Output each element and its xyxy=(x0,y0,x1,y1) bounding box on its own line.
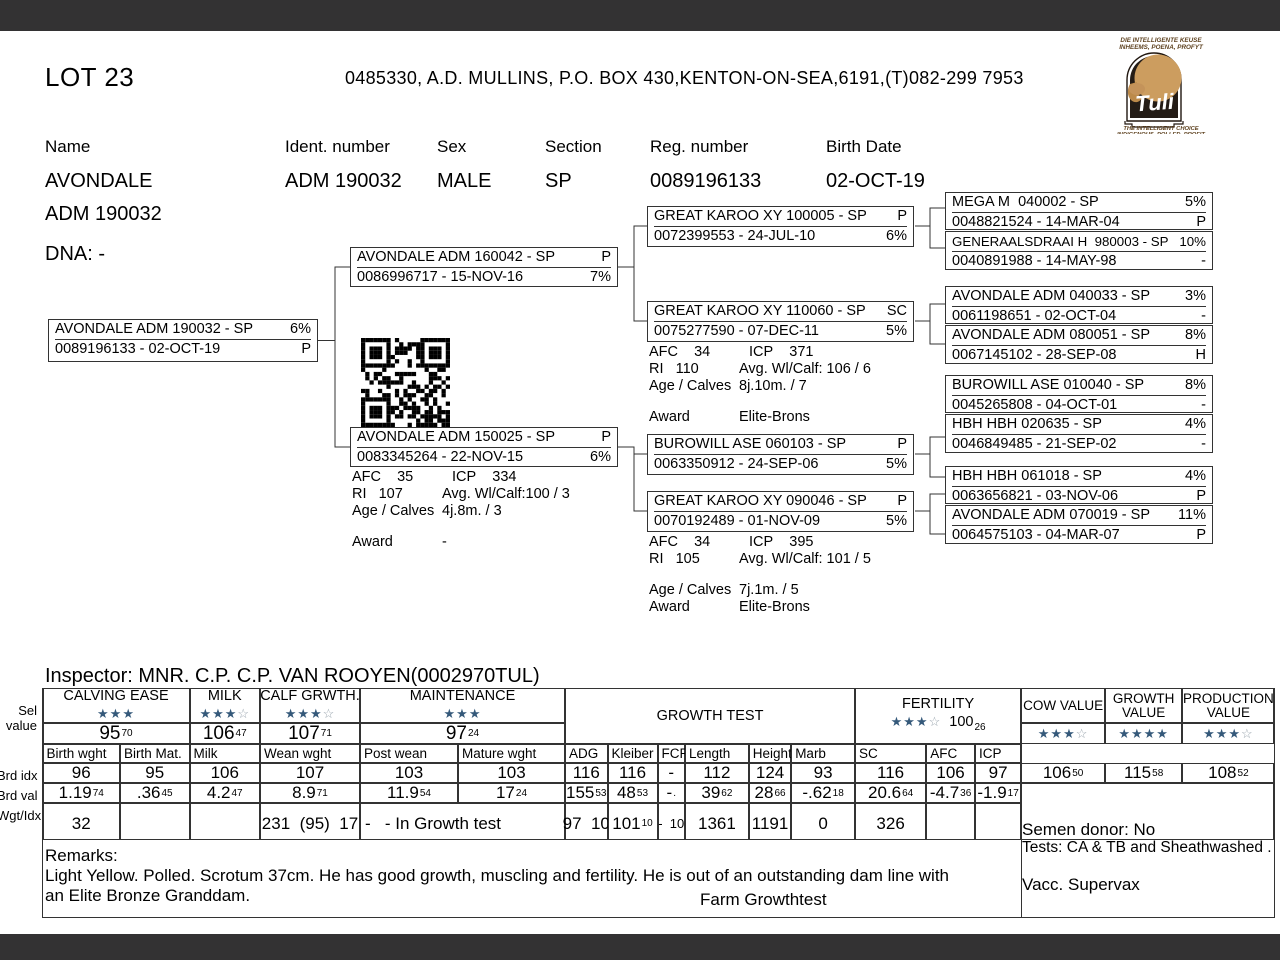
svg-text:Tuli: Tuli xyxy=(1134,89,1175,117)
svg-text:DIE INTELLIGENTE KEUSE: DIE INTELLIGENTE KEUSE xyxy=(1120,37,1202,44)
svg-text:INDIGENOUS, POLLED, PROFIT: INDIGENOUS, POLLED, PROFIT xyxy=(1117,132,1205,134)
svg-text:INHEEMS, POENA, PROFYT: INHEEMS, POENA, PROFYT xyxy=(1119,44,1204,51)
